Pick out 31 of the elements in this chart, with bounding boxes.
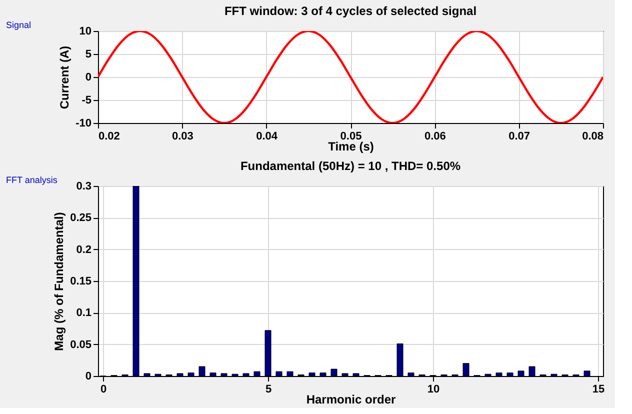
y-tick-label: 0.3 xyxy=(76,180,92,192)
y-axis-title: Current (A) xyxy=(58,46,72,110)
y-tick-label: 5 xyxy=(85,48,92,60)
x-tick-label: 10 xyxy=(427,384,440,396)
y-tick-label: 10 xyxy=(79,26,92,38)
y-tick-label: 0.25 xyxy=(70,212,92,224)
y-tick-label: 0 xyxy=(85,72,92,84)
x-tick-label: 0.05 xyxy=(340,130,362,142)
x-tick-label: 15 xyxy=(592,384,605,396)
x-tick-label: 0.08 xyxy=(582,130,604,142)
y-tick-label: 0.05 xyxy=(70,338,92,351)
x-tick-label: 0.04 xyxy=(256,130,278,142)
chart-title: FFT window: 3 of 4 cycles of selected signal xyxy=(224,4,477,18)
y-tick-label: -5 xyxy=(82,94,92,106)
y-tick-label: 0.2 xyxy=(76,244,92,256)
text: Signal xyxy=(6,20,32,30)
y-axis-title: Mag (% of Fundamental) xyxy=(52,212,66,351)
x-tick-label: 0.06 xyxy=(424,130,446,142)
x-tick-label: 0.07 xyxy=(508,130,530,142)
text: FFT analysis xyxy=(6,175,58,185)
x-tick-label: 0.02 xyxy=(98,130,120,142)
x-tick-label: 0 xyxy=(100,384,107,396)
x-axis-title: Harmonic order xyxy=(306,392,396,406)
x-axis-title: Time (s) xyxy=(328,140,374,154)
x-tick-label: 0.03 xyxy=(172,130,194,142)
y-tick-label: -10 xyxy=(76,118,92,130)
y-tick-label: 0.1 xyxy=(76,307,92,320)
y-tick-label: 0.15 xyxy=(70,276,92,288)
chart-title: Fundamental (50Hz) = 10 , THD= 0.50% xyxy=(240,159,461,173)
x-tick-label: 5 xyxy=(265,384,272,396)
y-tick-label: 0 xyxy=(85,370,92,382)
